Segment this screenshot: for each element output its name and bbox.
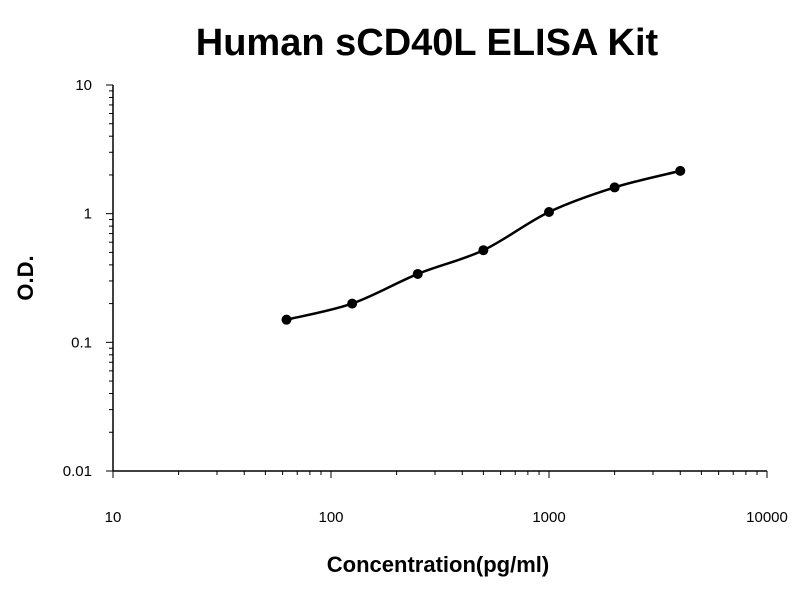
data-point [478, 245, 489, 256]
chart-title: Human sCD40L ELISA Kit [196, 22, 659, 64]
x-tick-label: 100 [318, 509, 343, 526]
x-tick-label: 10 [105, 509, 122, 526]
y-tick-label: 1 [84, 206, 92, 223]
data-point [412, 268, 423, 279]
data-point [675, 165, 686, 176]
data-points [281, 165, 686, 325]
tick-labels: 10 100 1000 10000 0.01 0.1 1 10 [63, 77, 788, 526]
ticks [106, 84, 768, 478]
y-tick-label: 0.1 [71, 334, 92, 351]
data-point [609, 182, 620, 193]
data-point [281, 314, 292, 325]
x-tick-label: 10000 [746, 509, 788, 526]
y-axis-label: O.D. [13, 255, 38, 300]
x-tick-label: 1000 [532, 509, 565, 526]
y-tick-label: 10 [75, 77, 92, 94]
data-point [544, 207, 554, 218]
data-point [347, 298, 358, 309]
axes [112, 85, 767, 472]
y-tick-label: 0.01 [63, 463, 92, 480]
x-axis-label: Concentration(pg/ml) [327, 552, 549, 577]
